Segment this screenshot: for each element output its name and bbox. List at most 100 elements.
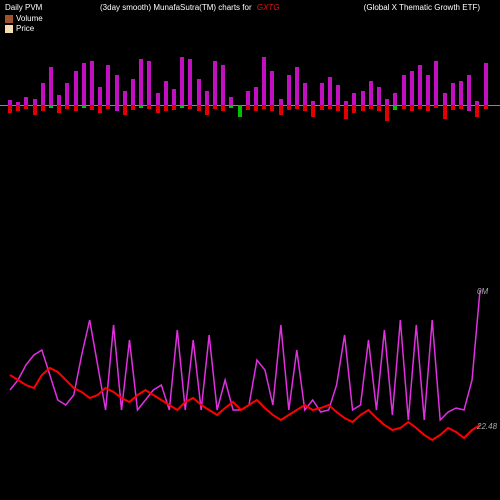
bar-up [434,61,438,105]
legend: Volume Price [5,14,43,34]
swatch-volume [5,15,13,23]
bar-up [295,67,299,105]
bar-up [484,63,488,105]
bar-down [328,105,332,109]
bar-down [303,105,307,111]
bar-up [336,85,340,105]
bar-up [90,61,94,105]
bar-up [287,75,291,105]
bar-up [467,75,471,105]
chart-header: Daily PVM (3day smooth) MunafaSutra(TM) … [0,0,500,15]
bar-up [369,81,373,105]
price-label: 22.48 [476,422,498,431]
bar-up [459,81,463,105]
bar-down [361,105,365,111]
bar-down [287,105,291,110]
bar-up [221,65,225,105]
bar-up [246,91,250,105]
bar-up [197,79,201,105]
legend-volume: Volume [5,14,43,23]
bar-down [279,105,283,115]
bar-down [106,105,110,109]
bar-down [229,105,233,108]
bar-up [188,59,192,105]
bar-up [418,65,422,105]
header-left: Daily PVM [5,3,42,12]
bar-down [262,105,266,109]
bar-down [434,105,438,108]
bar-down [238,105,242,117]
bar-down [402,105,406,109]
bar-down [393,105,397,110]
bar-up [262,57,266,105]
bar-up [49,67,53,105]
bar-up [156,93,160,105]
bar-up [410,71,414,105]
bar-down [82,105,86,108]
bar-down [41,105,45,111]
bar-down [57,105,61,113]
volume-line [10,290,480,420]
bar-down [197,105,201,111]
bar-up [229,97,233,105]
bar-up [426,75,430,105]
bar-down [16,105,20,111]
bar-down [352,105,356,113]
volume-bar-chart [0,35,500,135]
bar-down [418,105,422,109]
bar-down [164,105,168,111]
bar-down [123,105,127,115]
bar-down [172,105,176,110]
bar-down [131,105,135,110]
bar-up [164,81,168,105]
ticker-symbol: GXTG [257,3,280,12]
bar-down [8,105,12,113]
bar-up [328,77,332,105]
header-mid: (3day smooth) MunafaSutra(TM) charts for… [100,3,280,12]
bar-down [74,105,78,111]
bar-up [443,93,447,105]
bar-down [467,105,471,111]
bar-down [147,105,151,109]
bar-up [123,91,127,105]
bar-down [443,105,447,119]
price-line-chart: 0M 22.48 [0,280,500,460]
swatch-price [5,25,13,33]
bar-up [115,75,119,105]
bar-up [352,93,356,105]
bar-up [320,83,324,105]
bar-down [33,105,37,115]
bar-up [213,61,217,105]
bar-down [90,105,94,110]
bar-up [402,75,406,105]
volume-label: 0M [477,287,488,296]
legend-price: Price [5,24,43,33]
bar-down [320,105,324,110]
bar-up [270,71,274,105]
bar-down [115,105,119,111]
bar-down [295,105,299,109]
bar-up [82,63,86,105]
bar-down [221,105,225,111]
bar-down [65,105,69,109]
bar-up [106,65,110,105]
bar-up [147,61,151,105]
bar-down [475,105,479,117]
bar-up [41,83,45,105]
bar-down [188,105,192,109]
bar-up [451,83,455,105]
bar-up [205,91,209,105]
bar-up [139,59,143,105]
bar-down [385,105,389,121]
bar-down [426,105,430,111]
bar-down [410,105,414,111]
bar-down [369,105,373,109]
bar-up [303,83,307,105]
bar-down [205,105,209,115]
bar-down [139,105,143,108]
bar-up [172,89,176,105]
bar-down [311,105,315,117]
bar-down [24,105,28,109]
bar-up [377,87,381,105]
bar-down [344,105,348,119]
